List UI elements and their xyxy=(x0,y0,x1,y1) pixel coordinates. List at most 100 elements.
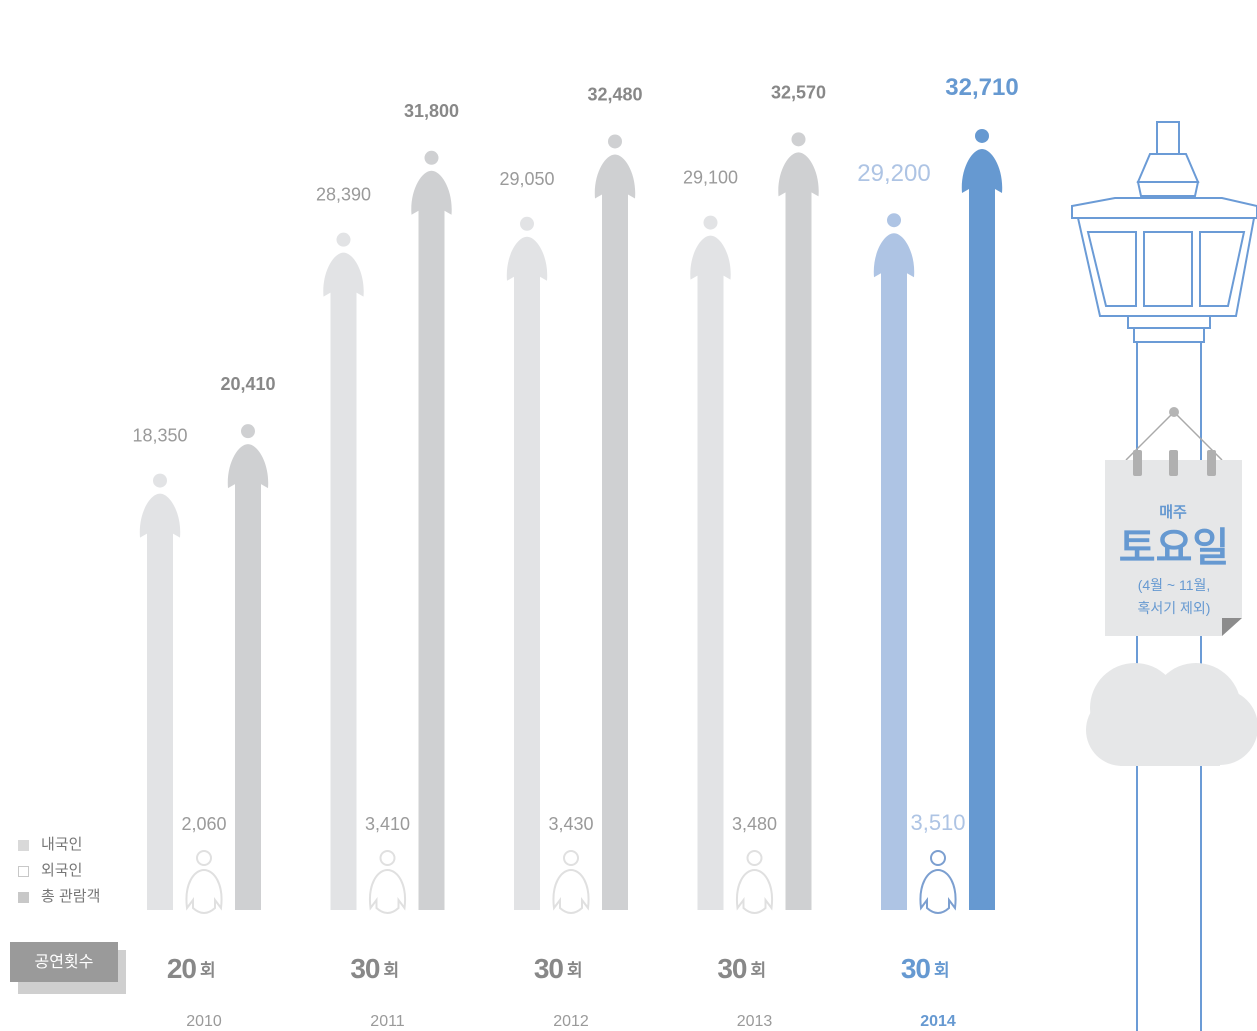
tower-illustration: 매주 토요일 (4월 ~ 11월, 혹서기 제외) xyxy=(1071,121,1257,1031)
legend-item-total: 총 관람객 xyxy=(18,884,100,910)
bar-total-2011-base xyxy=(418,897,445,910)
legend-label-domestic: 내국인 xyxy=(41,836,83,853)
legend-item-domestic: 내국인 xyxy=(18,832,100,858)
figure-foreign-2010-head xyxy=(196,850,212,866)
bar-total-2010-body xyxy=(227,444,269,910)
sign-line4: 혹서기 제외) xyxy=(1138,600,1211,616)
bar-domestic-2014 xyxy=(873,213,915,910)
label-total-2012: 32,480 xyxy=(587,84,642,104)
sign-line1: 매주 xyxy=(1159,504,1187,521)
bar-total-2012-body xyxy=(594,154,636,911)
label-domestic-2010: 18,350 xyxy=(132,426,187,446)
x-tick-2013: 2013 xyxy=(737,1013,773,1030)
figure-foreign-2011 xyxy=(368,850,407,914)
chart-bars xyxy=(139,128,1003,914)
bar-domestic-2010-base xyxy=(147,897,173,910)
bar-total-2014-body xyxy=(961,148,1003,910)
label-foreign-2014: 3,510 xyxy=(910,810,965,835)
performance-count-2011: 30 xyxy=(350,953,380,984)
figure-foreign-2012 xyxy=(552,850,590,914)
bar-domestic-2013-body xyxy=(690,235,731,911)
x-tick-2010: 2010 xyxy=(186,1013,222,1030)
label-total-2011: 31,800 xyxy=(404,101,459,121)
bar-total-2012-base xyxy=(602,897,628,910)
performance-count-2014: 30 xyxy=(901,953,931,984)
legend-label-foreign: 외국인 xyxy=(41,862,83,879)
bar-domestic-2013-head xyxy=(703,215,718,230)
performance-unit-2014: 회 xyxy=(934,961,950,981)
bar-total-2010 xyxy=(227,424,269,910)
legend-item-foreign: 외국인 xyxy=(18,858,100,884)
label-total-2014: 32,710 xyxy=(945,74,1018,101)
bar-total-2011-body xyxy=(411,170,452,911)
chart-legend: 내국인 외국인 총 관람객 xyxy=(18,832,100,910)
figure-foreign-2011-body xyxy=(368,868,407,914)
label-domestic-2012: 29,050 xyxy=(499,169,554,189)
performance-unit-2011: 회 xyxy=(384,961,400,981)
bar-total-2011-head xyxy=(424,150,439,165)
bar-total-2014-head xyxy=(975,128,989,143)
figure-foreign-2013-body xyxy=(735,868,774,914)
bar-domestic-2011-base xyxy=(330,897,357,910)
x-tick-2014: 2014 xyxy=(920,1013,956,1030)
bar-domestic-2010 xyxy=(139,473,181,910)
bar-domestic-2010-body xyxy=(139,493,181,910)
performance-count-2012: 30 xyxy=(534,953,564,984)
label-domestic-2014: 29,200 xyxy=(857,160,930,187)
bar-domestic-2014-head xyxy=(887,213,901,228)
bar-total-2013-base xyxy=(785,897,812,910)
bar-domestic-2010-head xyxy=(153,473,167,488)
label-foreign-2011: 3,410 xyxy=(365,814,410,834)
performance-unit-2010: 회 xyxy=(200,961,216,981)
bar-domestic-2012-body xyxy=(506,236,548,911)
cloud-icon xyxy=(1086,663,1257,766)
figure-foreign-2010 xyxy=(185,850,223,914)
figure-foreign-2014-head xyxy=(930,850,946,866)
bar-total-2013 xyxy=(778,132,819,910)
figure-foreign-2011-head xyxy=(379,850,396,866)
bar-domestic-2011-head xyxy=(336,232,351,247)
figure-foreign-2010-body xyxy=(185,868,223,914)
bar-domestic-2012-base xyxy=(514,897,540,910)
bar-domestic-2013 xyxy=(690,215,731,911)
label-foreign-2010: 2,060 xyxy=(181,814,226,834)
legend-swatch-total xyxy=(18,891,29,903)
sign-line2: 토요일 xyxy=(1119,526,1229,570)
bar-domestic-2011 xyxy=(323,232,364,910)
badge-label: 공연횟수 xyxy=(10,942,118,982)
bar-domestic-2012-head xyxy=(520,216,534,231)
bar-domestic-2014-body xyxy=(873,233,915,910)
performance-unit-2012: 회 xyxy=(567,961,583,981)
performance-count-2010: 20 xyxy=(167,953,197,984)
performance-count-2013: 30 xyxy=(717,953,747,984)
legend-label-total: 총 관람객 xyxy=(41,888,101,905)
figure-foreign-2012-body xyxy=(552,868,590,914)
figure-foreign-2013-head xyxy=(746,850,763,866)
bar-total-2013-body xyxy=(778,152,819,910)
label-domestic-2011: 28,390 xyxy=(316,185,371,205)
bar-domestic-2011-body xyxy=(323,252,364,910)
sign-line3: (4월 ~ 11월, xyxy=(1138,577,1211,593)
label-domestic-2013: 29,100 xyxy=(683,168,738,188)
bar-domestic-2012 xyxy=(506,216,548,911)
bar-total-2012 xyxy=(594,134,636,911)
x-tick-2011: 2011 xyxy=(370,1013,405,1030)
figure-foreign-2013 xyxy=(735,850,774,914)
label-total-2013: 32,570 xyxy=(771,82,826,102)
bar-total-2010-head xyxy=(241,424,255,439)
figure-foreign-2014-body xyxy=(919,868,957,914)
bar-total-2014-base xyxy=(969,897,995,910)
x-tick-2012: 2012 xyxy=(553,1013,589,1030)
bar-total-2010-base xyxy=(235,897,261,910)
bar-total-2013-head xyxy=(791,132,806,147)
bar-domestic-2014-base xyxy=(881,897,907,910)
bar-total-2012-head xyxy=(608,134,622,149)
label-foreign-2013: 3,480 xyxy=(732,814,777,834)
performance-count-badge: 공연횟수 xyxy=(10,942,126,994)
legend-swatch-foreign xyxy=(18,865,29,877)
performance-unit-2013: 회 xyxy=(751,961,767,981)
label-foreign-2012: 3,430 xyxy=(548,814,593,834)
bar-total-2014 xyxy=(961,128,1003,910)
